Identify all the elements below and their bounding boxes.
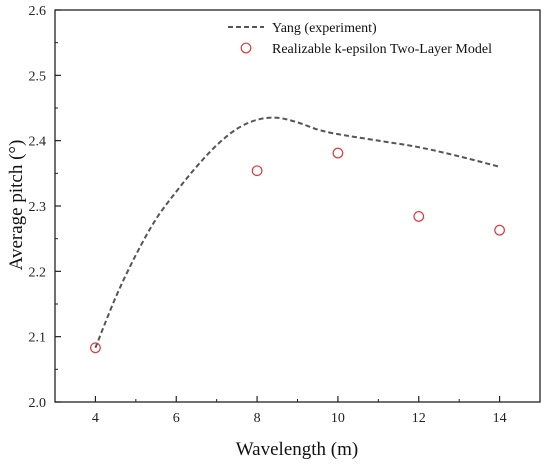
x-tick-label: 14 bbox=[493, 411, 507, 426]
y-tick-label: 2.1 bbox=[29, 331, 47, 346]
data-point-model bbox=[251, 165, 263, 177]
y-tick-label: 2.0 bbox=[29, 396, 47, 411]
series-line-experiment bbox=[94, 116, 500, 349]
data-point-model bbox=[413, 211, 425, 222]
legend-label: Realizable k-epsilon Two-Layer Model bbox=[272, 42, 492, 57]
y-tick-label: 2.6 bbox=[29, 4, 47, 19]
x-tick-label: 12 bbox=[412, 411, 426, 426]
data-point-model bbox=[90, 342, 101, 354]
x-tick-label: 4 bbox=[92, 411, 99, 426]
x-axis-title: Wavelength (m) bbox=[236, 439, 358, 460]
data-point-model bbox=[332, 147, 344, 159]
y-tick-label: 2.5 bbox=[29, 69, 47, 84]
plot-marks bbox=[90, 116, 505, 354]
legend: Yang (experiment) Realizable k-epsilon Tw… bbox=[228, 21, 492, 57]
plot-axes: 4 6 8 10 12 14 2.0 2.1 2.2 2.3 2.4 2.5 2.6 bbox=[29, 4, 541, 426]
y-tick-label: 2.3 bbox=[29, 200, 47, 215]
data-point-model bbox=[494, 224, 505, 236]
legend-swatch-model bbox=[240, 42, 252, 54]
x-tick-label: 6 bbox=[173, 411, 180, 426]
plot-frame bbox=[54, 9, 541, 403]
x-tick-label: 8 bbox=[254, 411, 261, 426]
legend-label: Yang (experiment) bbox=[272, 21, 377, 36]
y-tick-label: 2.2 bbox=[29, 265, 47, 280]
y-axis-title: Average pitch (°) bbox=[6, 140, 27, 271]
y-tick-label: 2.4 bbox=[29, 135, 47, 150]
x-tick-label: 10 bbox=[331, 411, 345, 426]
